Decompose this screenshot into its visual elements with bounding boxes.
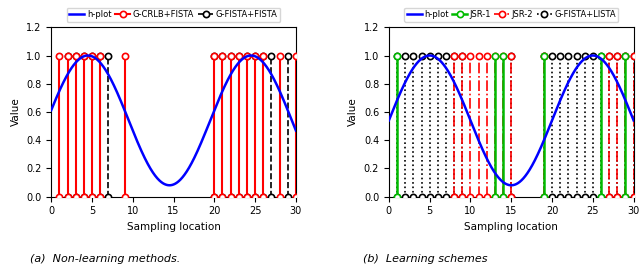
Y-axis label: Value: Value bbox=[348, 97, 358, 126]
Legend: h-plot, G-CRLB+FISTA, G-FISTA+FISTA: h-plot, G-CRLB+FISTA, G-FISTA+FISTA bbox=[67, 8, 280, 22]
Text: (b)  Learning schemes: (b) Learning schemes bbox=[364, 254, 488, 264]
Legend: h-plot, JSR-1, JSR-2, G-FISTA+LISTA: h-plot, JSR-1, JSR-2, G-FISTA+LISTA bbox=[404, 8, 618, 22]
X-axis label: Sampling location: Sampling location bbox=[464, 222, 558, 232]
Y-axis label: Value: Value bbox=[10, 97, 20, 126]
X-axis label: Sampling location: Sampling location bbox=[127, 222, 221, 232]
Text: (a)  Non-learning methods.: (a) Non-learning methods. bbox=[31, 254, 180, 264]
